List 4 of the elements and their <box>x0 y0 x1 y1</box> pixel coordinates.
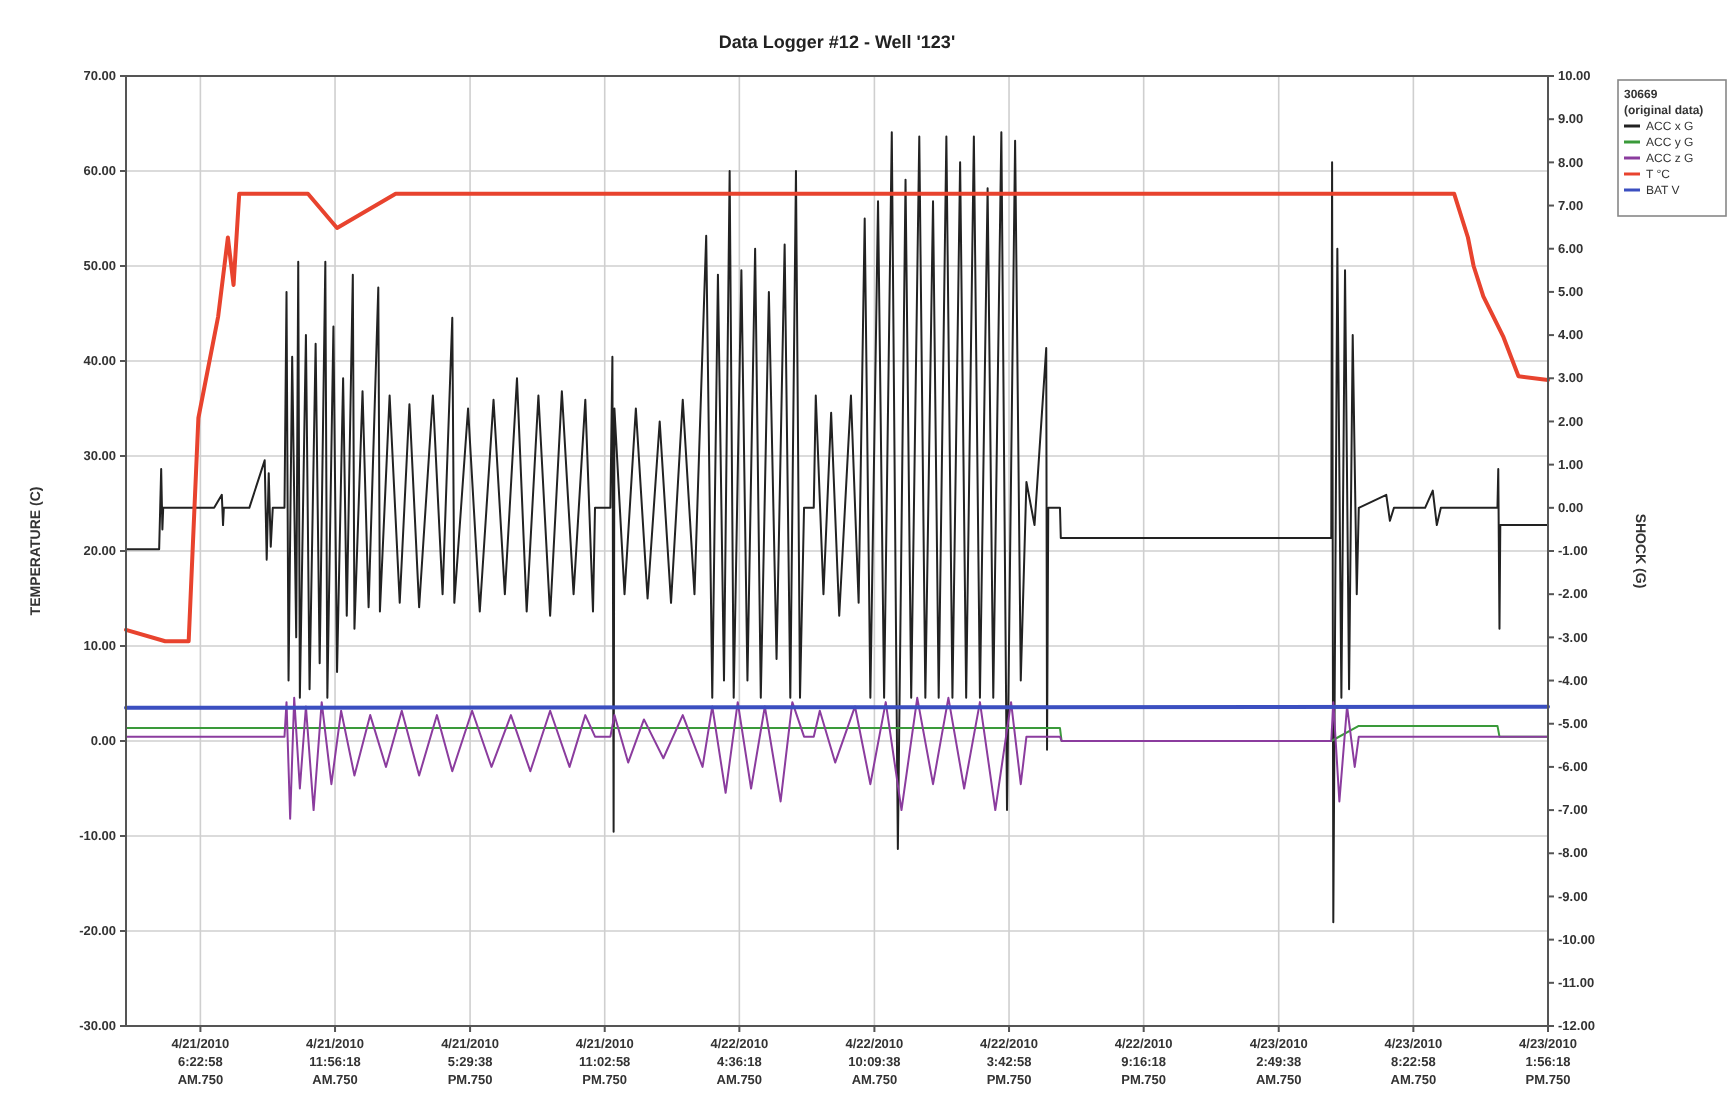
line-series <box>125 131 1549 924</box>
line-series <box>125 696 1549 820</box>
line-series <box>124 191 1550 644</box>
chart-title: Data Logger #12 - Well '123' <box>718 32 956 52</box>
